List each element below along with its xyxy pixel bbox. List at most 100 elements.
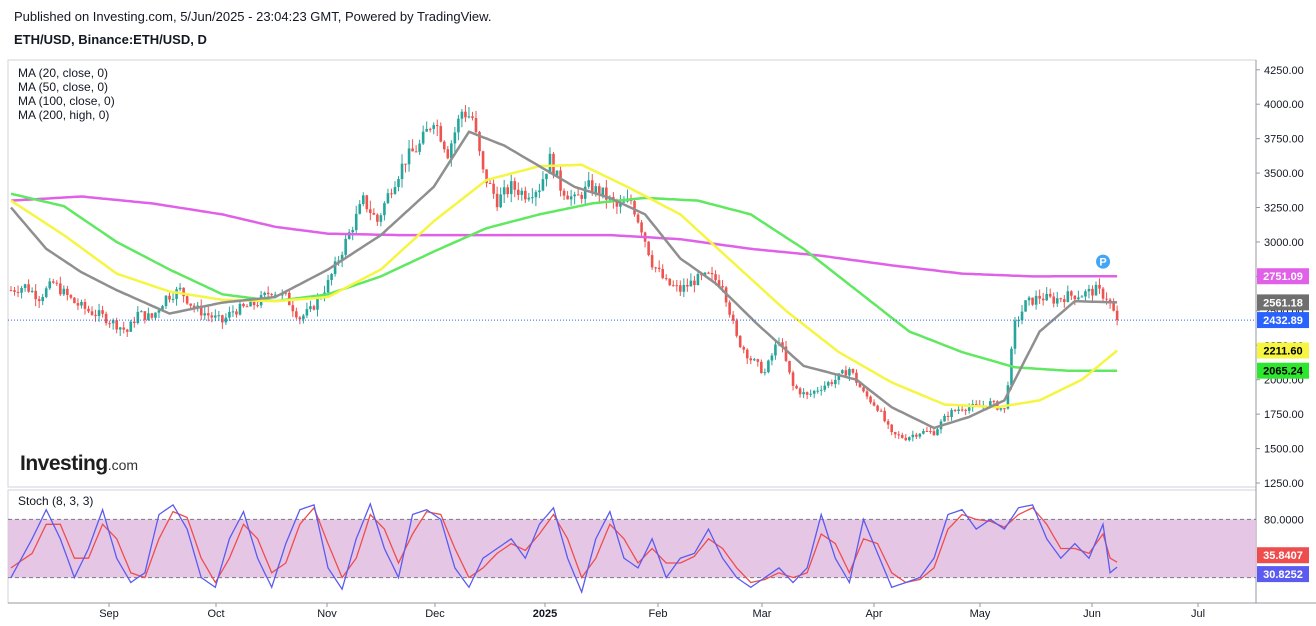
candle-body xyxy=(1062,299,1066,302)
candle-body xyxy=(633,201,636,215)
candle-body xyxy=(1003,408,1006,410)
pivot-marker[interactable] xyxy=(1096,254,1111,269)
candle-body xyxy=(703,272,707,276)
candle-body xyxy=(957,409,960,411)
candle-body xyxy=(573,194,576,197)
investing-logo: Investing.com xyxy=(20,452,138,476)
candle-body xyxy=(175,289,178,299)
candle-body xyxy=(943,415,946,422)
candle-body xyxy=(721,286,724,288)
candle-body xyxy=(344,238,347,255)
candle-body xyxy=(20,288,23,293)
time-tick-label: Sep xyxy=(99,608,119,620)
candle-body xyxy=(34,290,37,300)
stoch-legend[interactable]: Stoch (8, 3, 3) xyxy=(18,494,94,508)
price-tick-label: 3250.00 xyxy=(1264,203,1304,215)
ma50-legend[interactable]: MA (50, close, 0) xyxy=(18,80,109,94)
candle-body xyxy=(555,170,559,176)
candle-body xyxy=(273,294,277,296)
ma20-line xyxy=(10,130,1118,430)
candle-body xyxy=(97,310,101,316)
candle-body xyxy=(562,190,566,196)
logo-domain: .com xyxy=(107,457,139,473)
candle-body xyxy=(538,190,541,193)
candle-body xyxy=(876,405,879,411)
stoch-band xyxy=(8,519,1256,578)
candle-body xyxy=(111,320,115,324)
candle-body xyxy=(464,111,467,118)
candle-body xyxy=(580,194,583,199)
candle-body xyxy=(168,295,171,300)
candle-body xyxy=(30,290,34,292)
candle-body xyxy=(883,410,886,422)
ma100-legend[interactable]: MA (100, close, 0) xyxy=(18,94,115,108)
candle-body xyxy=(425,128,428,132)
candle-body xyxy=(485,169,488,184)
candle-body xyxy=(351,230,355,233)
candle-body xyxy=(989,401,992,408)
candle-body xyxy=(812,390,816,394)
candle-body xyxy=(421,131,425,144)
candle-body xyxy=(661,269,665,279)
price-badge-label: 2751.09 xyxy=(1263,271,1303,283)
price-badge-label: 2561.18 xyxy=(1263,297,1303,309)
candle-body xyxy=(865,391,869,397)
candle-body xyxy=(1027,297,1031,301)
candle-body xyxy=(316,297,319,310)
candle-body xyxy=(284,292,288,294)
candle-body xyxy=(1091,288,1094,296)
candle-body xyxy=(358,204,362,214)
candle-body xyxy=(185,296,189,304)
candle-body xyxy=(1087,288,1091,292)
candle-body xyxy=(960,409,964,411)
candle-body xyxy=(918,433,922,437)
candle-body xyxy=(1052,296,1056,304)
candle-body xyxy=(590,180,594,194)
candle-body xyxy=(118,327,122,330)
candle-body xyxy=(37,299,41,302)
candle-body xyxy=(1073,295,1077,300)
candle-body xyxy=(707,272,710,274)
candle-body xyxy=(619,202,622,207)
ma-legend: MA (20, close, 0) MA (50, close, 0) MA (… xyxy=(18,66,115,122)
candle-body xyxy=(129,321,133,332)
price-badge xyxy=(1257,362,1309,379)
candle-body xyxy=(238,303,242,315)
candle-body xyxy=(756,359,760,362)
candle-body xyxy=(576,194,580,196)
candle-body xyxy=(435,125,439,127)
candle-body xyxy=(1101,288,1105,299)
candle-body xyxy=(55,282,59,284)
candle-body xyxy=(354,213,358,231)
ma20-legend[interactable]: MA (20, close, 0) xyxy=(18,66,109,80)
candle-body xyxy=(531,197,534,199)
candle-body xyxy=(1059,298,1063,300)
time-tick-label: Jun xyxy=(1083,608,1101,620)
stoch-badge-label: 35.8407 xyxy=(1263,550,1303,562)
candle-body xyxy=(1013,320,1017,349)
candle-body xyxy=(1077,297,1080,300)
candle-body xyxy=(830,382,834,385)
candle-body xyxy=(154,312,157,318)
ma200-legend[interactable]: MA (200, high, 0) xyxy=(18,108,110,122)
candle-body xyxy=(23,284,27,289)
candle-body xyxy=(823,385,827,390)
time-tick-label: 2025 xyxy=(533,608,557,620)
candle-body xyxy=(647,241,650,256)
candle-body xyxy=(907,437,911,441)
candle-body xyxy=(298,317,302,320)
candle-body xyxy=(337,260,340,262)
candle-body xyxy=(171,298,175,300)
candle-body xyxy=(224,317,228,323)
candle-body xyxy=(731,314,735,321)
candle-body xyxy=(879,410,883,412)
candle-body xyxy=(295,311,298,318)
candle-body xyxy=(94,314,97,316)
price-tick-label: 3750.00 xyxy=(1264,134,1304,146)
candle-body xyxy=(851,368,855,373)
candle-body xyxy=(203,313,207,316)
price-badge xyxy=(1257,312,1309,329)
candle-body xyxy=(9,290,13,292)
ma100-line xyxy=(10,192,1118,372)
